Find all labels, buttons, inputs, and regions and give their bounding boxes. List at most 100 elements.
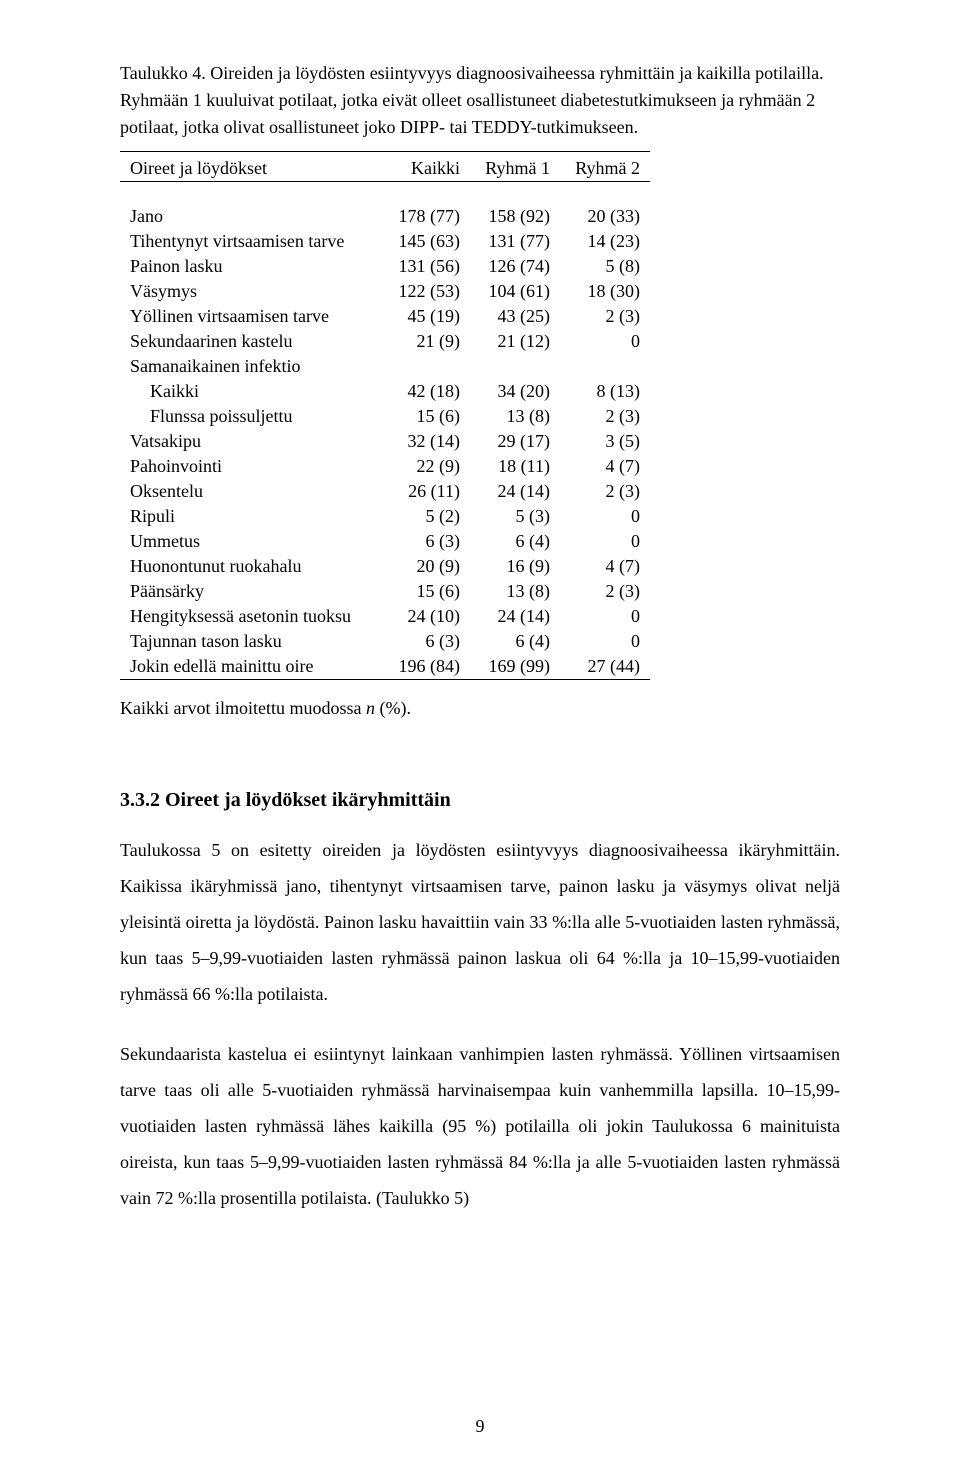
col-header-group1: Ryhmä 1 <box>470 156 560 182</box>
row-label: Oksentelu <box>120 479 380 504</box>
table-row: Hengityksessä asetonin tuoksu24 (10)24 (… <box>120 604 650 629</box>
table-row: Oksentelu26 (11)24 (14)2 (3) <box>120 479 650 504</box>
table-row: Tihentynyt virtsaamisen tarve145 (63)131… <box>120 229 650 254</box>
row-label: Huonontunut ruokahalu <box>120 554 380 579</box>
row-label: Samanaikainen infektio <box>120 354 380 379</box>
row-value: 131 (56) <box>380 254 470 279</box>
row-value: 0 <box>560 504 650 529</box>
table-row: Jokin edellä mainittu oire196 (84)169 (9… <box>120 654 650 680</box>
row-label: Flunssa poissuljettu <box>120 404 380 429</box>
row-value: 5 (8) <box>560 254 650 279</box>
row-value <box>560 354 650 379</box>
row-value <box>470 354 560 379</box>
row-value: 20 (9) <box>380 554 470 579</box>
row-value: 18 (11) <box>470 454 560 479</box>
row-value: 45 (19) <box>380 304 470 329</box>
row-value: 21 (12) <box>470 329 560 354</box>
body-paragraph-1: Taulukossa 5 on esitetty oireiden ja löy… <box>120 832 840 1012</box>
row-value: 6 (3) <box>380 629 470 654</box>
row-value: 20 (33) <box>560 204 650 229</box>
row-value: 5 (2) <box>380 504 470 529</box>
row-value: 104 (61) <box>470 279 560 304</box>
row-value: 15 (6) <box>380 579 470 604</box>
table-row: Flunssa poissuljettu15 (6)13 (8)2 (3) <box>120 404 650 429</box>
table-row: Painon lasku131 (56)126 (74)5 (8) <box>120 254 650 279</box>
row-value: 0 <box>560 329 650 354</box>
row-value: 2 (3) <box>560 304 650 329</box>
table-row: Väsymys122 (53)104 (61)18 (30) <box>120 279 650 304</box>
table-header-row: Oireet ja löydökset Kaikki Ryhmä 1 Ryhmä… <box>120 156 650 182</box>
row-label: Ripuli <box>120 504 380 529</box>
table-note-suffix: (%). <box>375 698 411 718</box>
col-header-symptoms: Oireet ja löydökset <box>120 156 380 182</box>
table-row: Päänsärky15 (6)13 (8)2 (3) <box>120 579 650 604</box>
row-value: 5 (3) <box>470 504 560 529</box>
row-value: 3 (5) <box>560 429 650 454</box>
row-value: 34 (20) <box>470 379 560 404</box>
row-label: Jano <box>120 204 380 229</box>
row-value: 13 (8) <box>470 404 560 429</box>
row-label: Ummetus <box>120 529 380 554</box>
row-label: Yöllinen virtsaamisen tarve <box>120 304 380 329</box>
row-value: 13 (8) <box>470 579 560 604</box>
row-label: Vatsakipu <box>120 429 380 454</box>
row-label: Hengityksessä asetonin tuoksu <box>120 604 380 629</box>
row-value: 43 (25) <box>470 304 560 329</box>
row-value: 158 (92) <box>470 204 560 229</box>
table-note-prefix: Kaikki arvot ilmoitettu muodossa <box>120 698 366 718</box>
row-value: 145 (63) <box>380 229 470 254</box>
row-value: 4 (7) <box>560 554 650 579</box>
row-value: 16 (9) <box>470 554 560 579</box>
row-label: Väsymys <box>120 279 380 304</box>
row-value: 4 (7) <box>560 454 650 479</box>
row-value: 6 (3) <box>380 529 470 554</box>
row-value: 131 (77) <box>470 229 560 254</box>
row-label: Pahoinvointi <box>120 454 380 479</box>
row-value: 0 <box>560 604 650 629</box>
row-value: 29 (17) <box>470 429 560 454</box>
table-caption: Taulukko 4. Oireiden ja löydösten esiint… <box>120 60 840 141</box>
row-value: 27 (44) <box>560 654 650 680</box>
row-value: 22 (9) <box>380 454 470 479</box>
table-row: Ripuli5 (2)5 (3)0 <box>120 504 650 529</box>
row-value: 42 (18) <box>380 379 470 404</box>
row-value: 2 (3) <box>560 404 650 429</box>
row-label: Sekundaarinen kastelu <box>120 329 380 354</box>
row-value: 0 <box>560 629 650 654</box>
col-header-group2: Ryhmä 2 <box>560 156 650 182</box>
table-row: Jano178 (77)158 (92)20 (33) <box>120 204 650 229</box>
row-value: 169 (99) <box>470 654 560 680</box>
table-row: Kaikki42 (18)34 (20)8 (13) <box>120 379 650 404</box>
row-value: 196 (84) <box>380 654 470 680</box>
table-row: Yöllinen virtsaamisen tarve45 (19)43 (25… <box>120 304 650 329</box>
row-value: 26 (11) <box>380 479 470 504</box>
table-row: Samanaikainen infektio <box>120 354 650 379</box>
table-row: Huonontunut ruokahalu20 (9)16 (9)4 (7) <box>120 554 650 579</box>
row-value: 15 (6) <box>380 404 470 429</box>
data-table: Oireet ja löydökset Kaikki Ryhmä 1 Ryhmä… <box>120 151 650 684</box>
row-value <box>380 354 470 379</box>
row-label: Kaikki <box>120 379 380 404</box>
col-header-all: Kaikki <box>380 156 470 182</box>
table-row: Vatsakipu32 (14)29 (17)3 (5) <box>120 429 650 454</box>
row-value: 0 <box>560 529 650 554</box>
table-note-ital: n <box>366 698 375 718</box>
table-row: Tajunnan tason lasku6 (3)6 (4)0 <box>120 629 650 654</box>
row-label: Tajunnan tason lasku <box>120 629 380 654</box>
table-note: Kaikki arvot ilmoitettu muodossa n (%). <box>120 698 840 719</box>
row-value: 21 (9) <box>380 329 470 354</box>
row-value: 14 (23) <box>560 229 650 254</box>
row-value: 6 (4) <box>470 629 560 654</box>
row-value: 178 (77) <box>380 204 470 229</box>
row-value: 24 (10) <box>380 604 470 629</box>
row-value: 8 (13) <box>560 379 650 404</box>
row-label: Jokin edellä mainittu oire <box>120 654 380 680</box>
row-value: 24 (14) <box>470 604 560 629</box>
row-value: 122 (53) <box>380 279 470 304</box>
row-value: 24 (14) <box>470 479 560 504</box>
row-value: 126 (74) <box>470 254 560 279</box>
body-paragraph-2: Sekundaarista kastelua ei esiintynyt lai… <box>120 1036 840 1216</box>
page-number: 9 <box>0 1416 960 1437</box>
row-value: 2 (3) <box>560 579 650 604</box>
row-label: Tihentynyt virtsaamisen tarve <box>120 229 380 254</box>
